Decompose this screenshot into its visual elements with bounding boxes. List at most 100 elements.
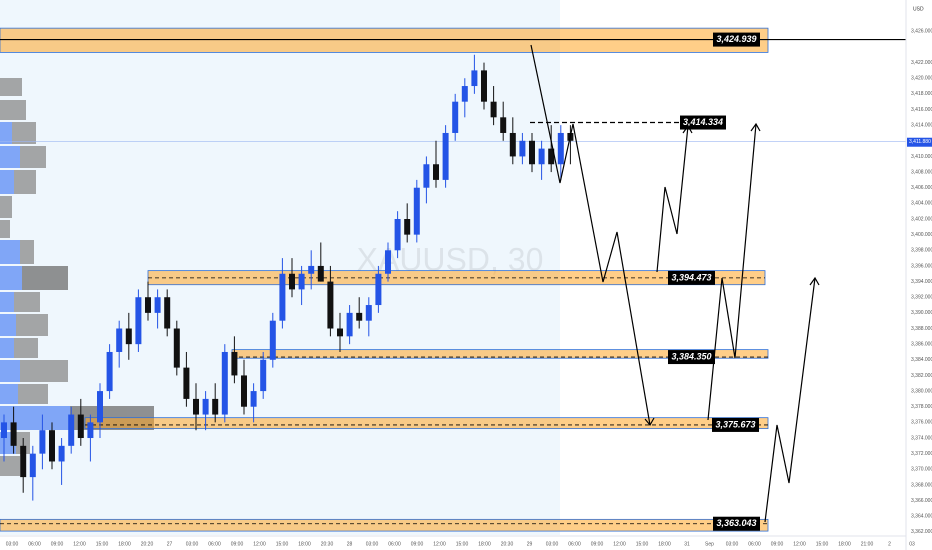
candle-body bbox=[269, 320, 276, 360]
candle-body bbox=[221, 351, 228, 415]
current-price-label: 3,411.880 bbox=[909, 139, 931, 145]
y-tick-label: 3,422.000 bbox=[911, 60, 932, 66]
x-tick-label: 18:00 bbox=[838, 541, 851, 547]
x-tick-label: 20:30 bbox=[321, 541, 334, 547]
candle-body bbox=[97, 391, 103, 423]
y-tick-label: 3,378.000 bbox=[911, 404, 932, 410]
candle-body bbox=[394, 219, 401, 251]
volume-profile bbox=[0, 78, 154, 476]
candle-body bbox=[49, 430, 55, 462]
y-tick-label: 3,426.000 bbox=[911, 29, 932, 35]
candle-body bbox=[413, 187, 420, 235]
candle-body bbox=[173, 328, 180, 368]
vp-row bbox=[0, 384, 18, 404]
candle-body bbox=[193, 398, 199, 415]
y-tick-label: 3,382.000 bbox=[911, 373, 932, 379]
y-tick-label: 3,406.000 bbox=[911, 185, 932, 191]
level-label: 3,414.334 bbox=[683, 117, 723, 127]
vp-row bbox=[0, 338, 14, 358]
vp-row bbox=[14, 292, 40, 312]
y-tick-label: 3,390.000 bbox=[911, 310, 932, 316]
y-tick-label: 3,392.000 bbox=[911, 295, 932, 301]
candle-body bbox=[452, 101, 459, 133]
y-tick-label: 3,384.000 bbox=[911, 357, 932, 363]
arrowhead bbox=[644, 417, 655, 427]
projection bbox=[707, 123, 757, 421]
arrowhead bbox=[682, 124, 693, 134]
candle-body bbox=[356, 312, 363, 321]
candle-body bbox=[529, 140, 535, 165]
x-tick-label: 09:00 bbox=[51, 541, 64, 547]
candle-body bbox=[279, 273, 286, 321]
candle-body bbox=[375, 273, 382, 306]
y-tick-label: 3,400.000 bbox=[911, 232, 932, 238]
level-label: 3,384.350 bbox=[671, 351, 711, 361]
x-tick-label: 09:00 bbox=[771, 541, 784, 547]
vp-row bbox=[0, 196, 12, 218]
candle-body bbox=[29, 453, 36, 478]
candle-body bbox=[500, 117, 507, 133]
x-tick-label: 15:00 bbox=[456, 541, 469, 547]
candle-body bbox=[241, 375, 247, 407]
level-label: 3,394.473 bbox=[671, 272, 711, 282]
x-tick-label: 12:00 bbox=[613, 541, 626, 547]
candle-body bbox=[231, 351, 238, 376]
x-tick-label: 18:00 bbox=[478, 541, 491, 547]
zone bbox=[84, 417, 769, 430]
x-tick-label: 12:00 bbox=[793, 541, 806, 547]
zone bbox=[0, 27, 769, 53]
candle-body bbox=[519, 140, 526, 157]
vp-row bbox=[18, 384, 48, 404]
candle-body bbox=[39, 430, 46, 454]
candle-body bbox=[404, 219, 411, 235]
vp-row bbox=[0, 170, 14, 194]
candle-body bbox=[116, 328, 123, 352]
vp-row bbox=[0, 240, 20, 264]
projection-paths bbox=[530, 44, 820, 523]
projection bbox=[530, 44, 651, 426]
candle-body bbox=[346, 312, 353, 337]
vp-row bbox=[14, 338, 38, 358]
candle-body bbox=[125, 328, 132, 345]
x-tick-label: 06:00 bbox=[748, 541, 761, 547]
candle-body bbox=[298, 273, 305, 290]
arrowhead bbox=[809, 276, 820, 286]
x-tick-label: 15:00 bbox=[816, 541, 829, 547]
x-tick-label: 12:00 bbox=[73, 541, 86, 547]
vp-row bbox=[0, 78, 22, 96]
vp-row bbox=[0, 456, 20, 476]
vp-row bbox=[16, 314, 48, 336]
vp-row bbox=[20, 240, 34, 264]
candle-body bbox=[509, 132, 516, 157]
candle-body bbox=[317, 265, 324, 282]
vp-row bbox=[0, 266, 22, 290]
y-tick-label: 3,414.000 bbox=[911, 122, 932, 128]
candle-body bbox=[548, 148, 555, 165]
candle-body bbox=[490, 101, 497, 118]
x-tick-label: 18:00 bbox=[658, 541, 671, 547]
y-tick-label: 3,402.000 bbox=[911, 216, 932, 222]
y-tick-label: 3,366.000 bbox=[911, 498, 932, 504]
x-tick-label: 03:00 bbox=[726, 541, 739, 547]
candle-body bbox=[481, 70, 487, 102]
candle-body bbox=[327, 281, 334, 329]
candle-body bbox=[442, 132, 449, 180]
arrowhead bbox=[750, 122, 761, 132]
vp-row bbox=[0, 146, 20, 168]
vp-row bbox=[0, 220, 10, 238]
y-tick-label: 3,362.000 bbox=[911, 529, 932, 535]
x-tick-label: 15:00 bbox=[636, 541, 649, 547]
y-tick-label: 3,386.000 bbox=[911, 341, 932, 347]
vp-row bbox=[20, 360, 68, 382]
y-tick-label: 3,416.000 bbox=[911, 107, 932, 113]
candle-body bbox=[557, 132, 564, 165]
x-tick-label: 21:00 bbox=[861, 541, 874, 547]
candle-body bbox=[461, 86, 468, 102]
candle-body bbox=[68, 414, 75, 446]
candle-body bbox=[183, 367, 190, 399]
candle-body bbox=[308, 265, 315, 274]
x-tick-label: 12:00 bbox=[253, 541, 266, 547]
vp-row bbox=[12, 122, 36, 144]
y-tick-label: 3,364.000 bbox=[911, 514, 932, 520]
